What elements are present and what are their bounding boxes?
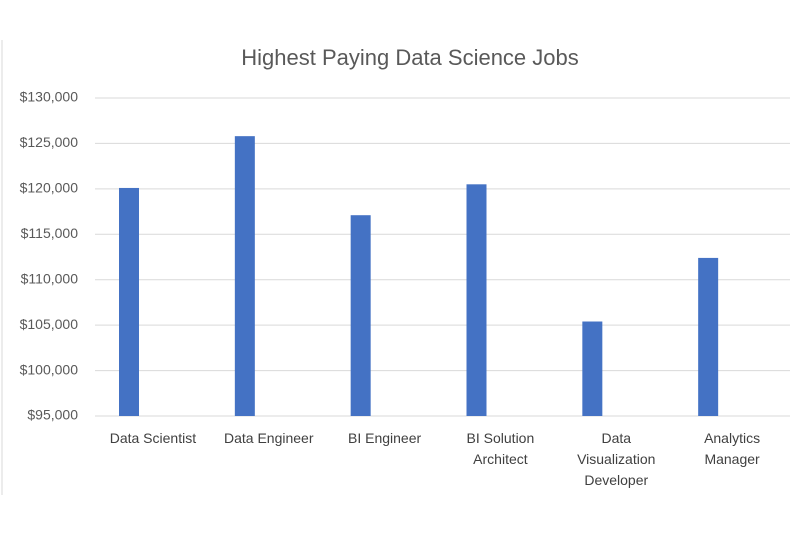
y-tick-label: $120,000 <box>20 180 79 196</box>
bar <box>234 136 255 416</box>
bar <box>582 321 603 416</box>
x-tick-label: BI Engineer <box>347 430 422 446</box>
bar <box>466 184 487 416</box>
y-tick-label: $95,000 <box>27 407 78 423</box>
x-tick-label: Analytics Manager <box>704 430 761 467</box>
y-tick-label: $110,000 <box>21 270 79 286</box>
chart-title: Highest Paying Data Science Jobs <box>241 45 579 70</box>
bar <box>350 215 371 416</box>
x-tick-label: Data Visualization Developer <box>577 430 656 488</box>
y-tick-label: $100,000 <box>20 361 79 377</box>
x-tick-label: BI Solution Architect <box>466 430 535 467</box>
y-tick-label: $125,000 <box>20 134 79 150</box>
y-tick-label: $105,000 <box>20 316 79 332</box>
bar <box>698 257 719 416</box>
y-tick-label: $115,000 <box>21 225 79 241</box>
x-tick-label: Data Engineer <box>223 430 314 446</box>
x-tick-label: Data Scientist <box>109 430 197 446</box>
y-tick-label: $130,000 <box>20 89 79 105</box>
bar <box>119 187 139 416</box>
